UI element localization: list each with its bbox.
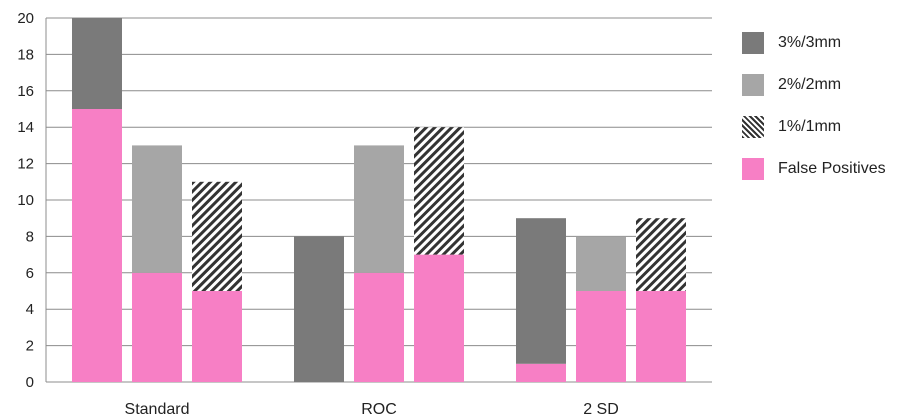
x-axis-labels: Standard ROC 2 SD	[125, 401, 619, 418]
bar-2-2mm	[354, 145, 404, 273]
bar-false-positives	[192, 291, 242, 382]
bar-false-positives	[516, 363, 566, 382]
y-axis: 0 2 4 6 8 10 12 14 16 18 20	[17, 10, 47, 391]
bar-1-1mm	[192, 181, 242, 291]
bar-false-positives	[414, 254, 464, 382]
legend-label: 3%/3mm	[778, 34, 842, 51]
bar-false-positives	[576, 291, 626, 382]
legend-label: False Positives	[778, 160, 886, 177]
bar-false-positives	[354, 272, 404, 382]
y-tick-label: 10	[17, 192, 34, 209]
bar-false-positives	[72, 109, 122, 382]
legend-label: 1%/1mm	[778, 118, 842, 135]
bar-false-positives	[132, 272, 182, 382]
legend-swatch	[742, 116, 764, 138]
bar-false-positives	[636, 291, 686, 382]
legend-item: False Positives	[742, 148, 907, 190]
x-category-label: ROC	[361, 401, 397, 418]
bar-3-3mm	[294, 236, 344, 382]
x-category-label: Standard	[125, 401, 190, 418]
legend-item: 1%/1mm	[742, 106, 907, 148]
bar-2-2mm	[132, 145, 182, 273]
legend-item: 3%/3mm	[742, 22, 907, 64]
legend-swatch	[742, 32, 764, 54]
bars	[72, 18, 686, 382]
bar-2-2mm	[576, 236, 626, 291]
legend-swatch	[742, 74, 764, 96]
bar-1-1mm	[414, 127, 464, 255]
legend: 3%/3mm 2%/2mm 1%/1mm False Positives	[742, 22, 907, 190]
bar-3-3mm	[516, 218, 566, 364]
bar-3-3mm	[72, 18, 122, 109]
y-tick-label: 8	[26, 228, 34, 245]
y-tick-label: 16	[17, 83, 34, 100]
y-tick-label: 0	[26, 374, 34, 391]
x-category-label: 2 SD	[583, 401, 619, 418]
legend-item: 2%/2mm	[742, 64, 907, 106]
y-tick-label: 12	[17, 156, 34, 173]
y-tick-label: 18	[17, 46, 34, 63]
bar-1-1mm	[636, 218, 686, 291]
y-tick-label: 6	[26, 265, 34, 282]
y-tick-label: 2	[26, 338, 34, 355]
y-tick-label: 4	[26, 301, 34, 318]
legend-label: 2%/2mm	[778, 76, 842, 93]
y-tick-label: 14	[17, 119, 34, 136]
legend-swatch	[742, 158, 764, 180]
y-tick-label: 20	[17, 10, 34, 27]
